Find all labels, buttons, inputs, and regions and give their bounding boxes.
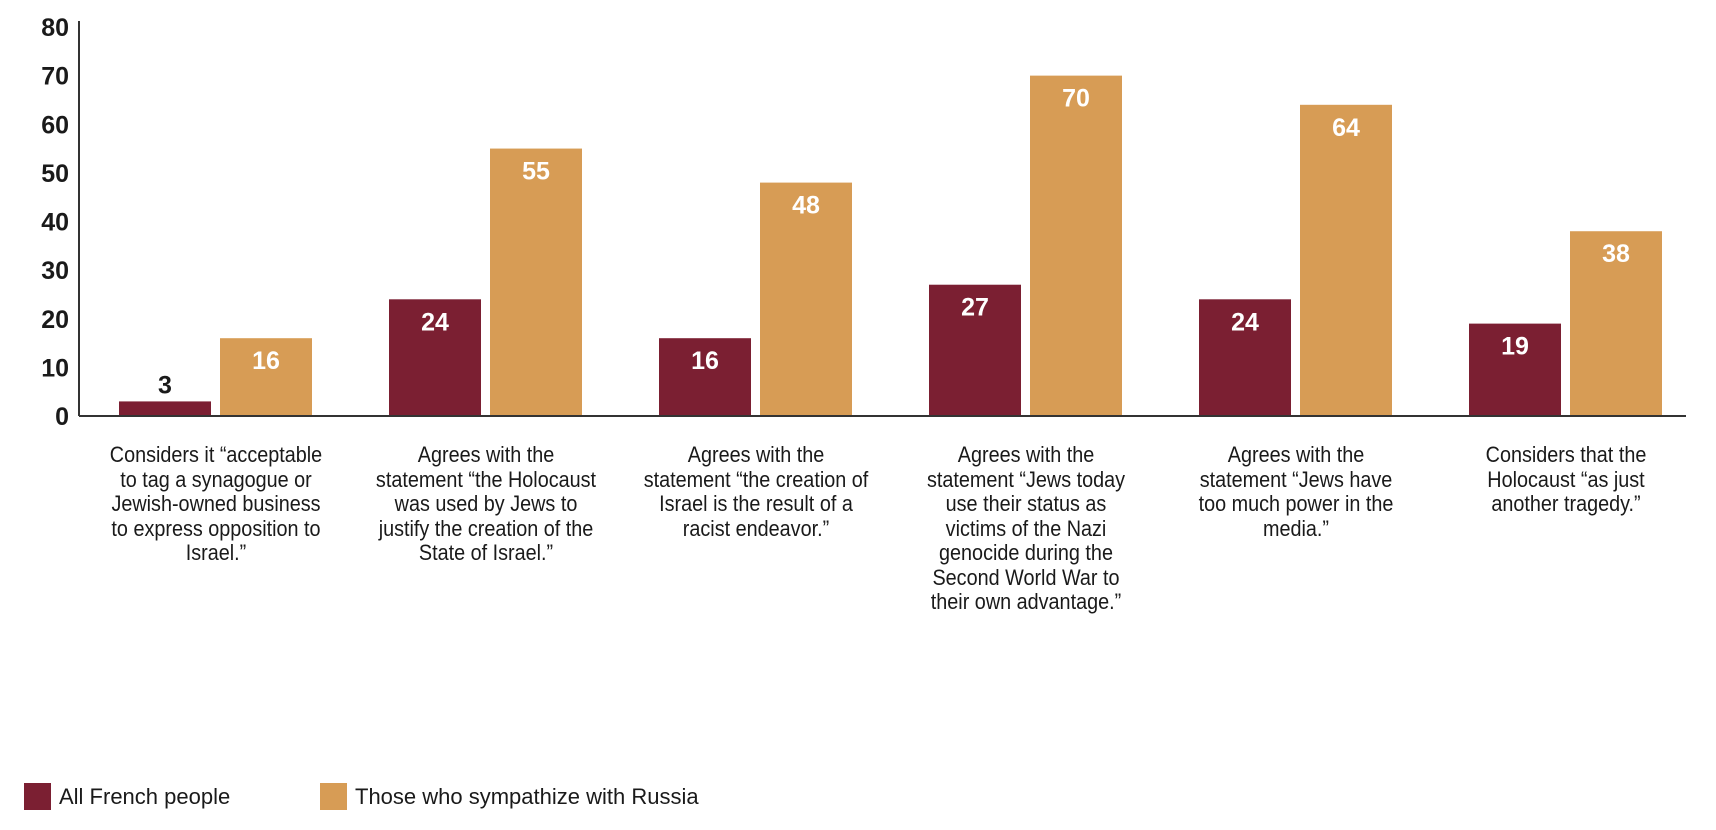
y-tick-label: 30 xyxy=(41,257,69,285)
bar xyxy=(1199,299,1291,416)
y-tick-label: 70 xyxy=(41,63,69,91)
y-tick-label: 20 xyxy=(41,306,69,334)
data-label: 38 xyxy=(1602,240,1630,268)
bar xyxy=(659,338,751,416)
category-label: Agrees with the statement “the creation … xyxy=(643,442,868,541)
data-label: 16 xyxy=(252,347,280,375)
bar xyxy=(760,182,852,416)
bar xyxy=(1300,104,1392,417)
y-tick-label: 10 xyxy=(41,354,69,382)
bar xyxy=(119,401,211,416)
data-label: 16 xyxy=(691,347,719,375)
data-label: 3 xyxy=(158,371,172,399)
category-label: Agrees with the statement “Jews have too… xyxy=(1198,442,1393,541)
legend-label: All French people xyxy=(59,783,231,809)
y-tick-label: 50 xyxy=(41,160,69,188)
data-label: 24 xyxy=(421,308,449,336)
legend-item-russia-sympathizers: Those who sympathize with Russia xyxy=(320,783,699,810)
data-label: 55 xyxy=(522,158,550,186)
legend-label: Those who sympathize with Russia xyxy=(355,783,699,809)
data-label: 64 xyxy=(1332,114,1360,142)
bar xyxy=(1030,75,1122,416)
y-tick-label: 40 xyxy=(41,209,69,237)
category-label: Considers that the Holocaust “as just an… xyxy=(1485,442,1646,516)
legend-swatch xyxy=(320,783,347,810)
data-label: 48 xyxy=(792,192,820,220)
bar xyxy=(490,148,582,416)
data-label: 27 xyxy=(961,294,989,322)
legend-item-all-french: All French people xyxy=(24,783,230,810)
data-label: 70 xyxy=(1062,85,1090,113)
bar xyxy=(1469,323,1561,416)
y-tick-label: 80 xyxy=(41,14,69,42)
bar xyxy=(1570,231,1662,416)
data-label: 24 xyxy=(1231,308,1259,336)
data-label: 19 xyxy=(1501,333,1529,361)
bar xyxy=(389,299,481,416)
category-label: Considers it “acceptable to tag a synago… xyxy=(109,442,322,565)
category-label: Agrees with the statement “the Holocaust… xyxy=(375,442,596,565)
legend-swatch xyxy=(24,783,51,810)
y-tick-label: 0 xyxy=(55,403,69,431)
bar xyxy=(220,338,312,416)
y-tick-label: 60 xyxy=(41,111,69,139)
bar xyxy=(929,284,1021,416)
category-label: Agrees with the statement “Jews today us… xyxy=(926,442,1125,614)
